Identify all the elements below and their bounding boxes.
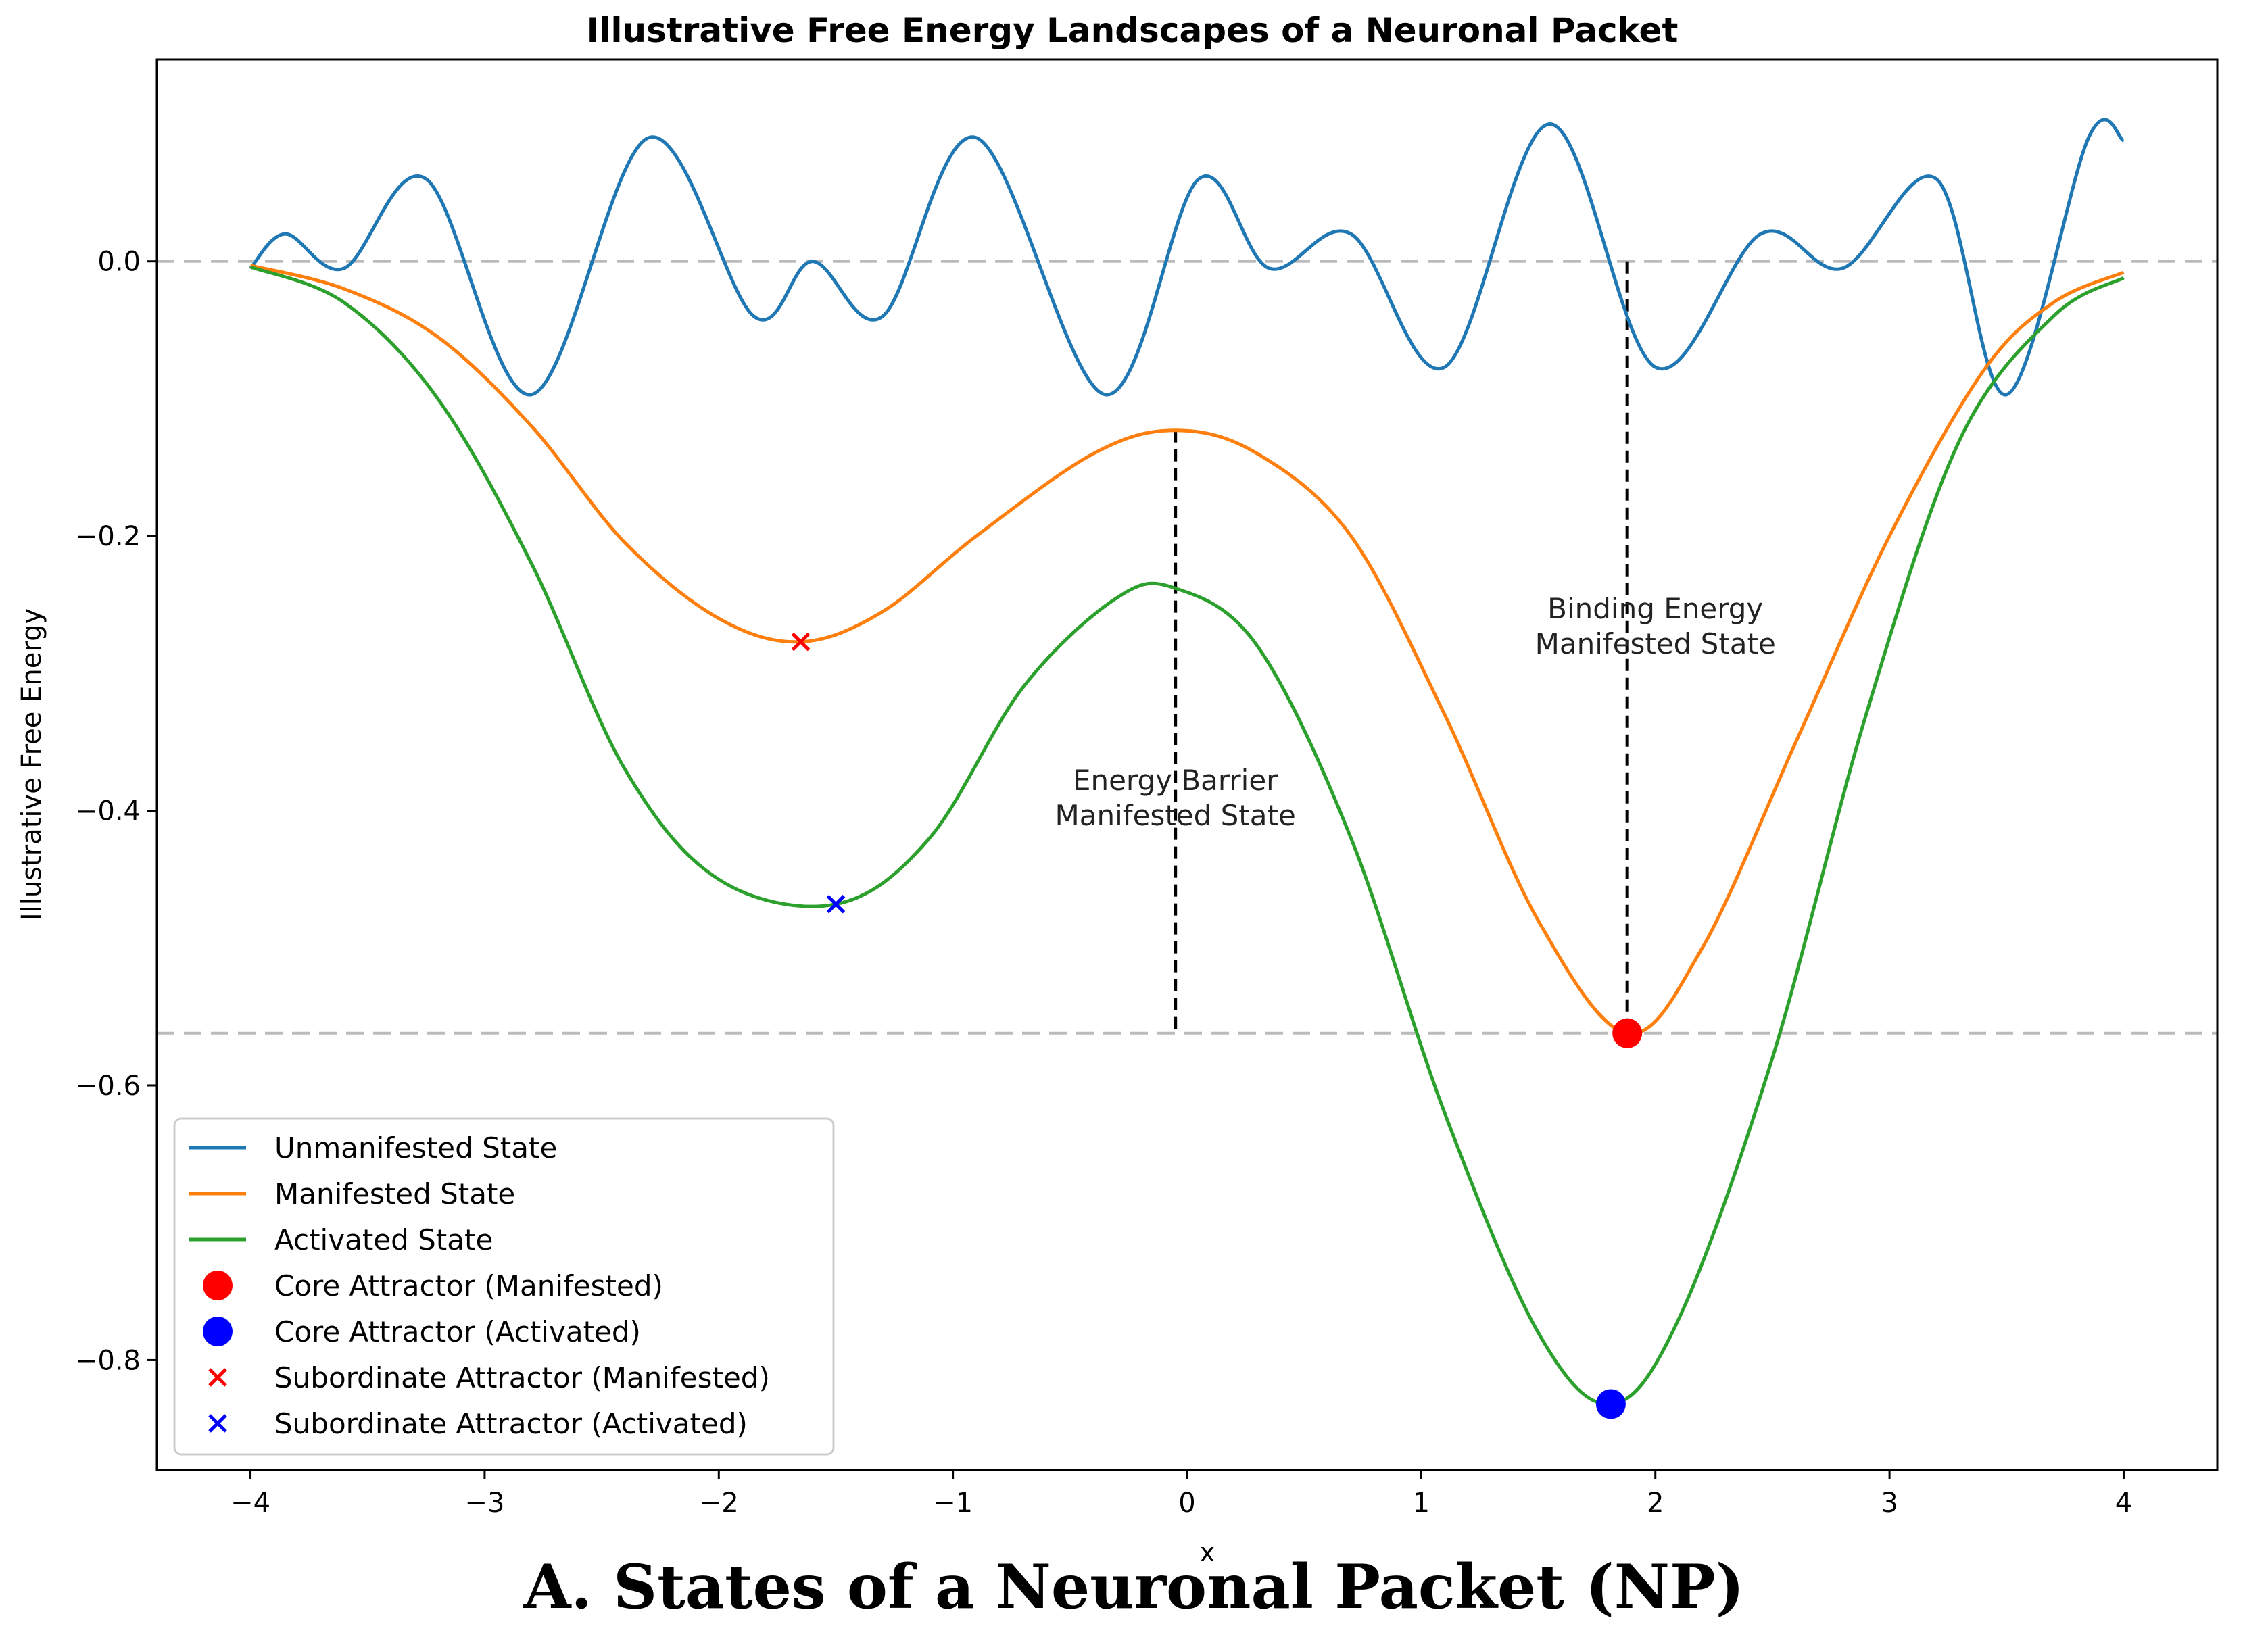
y-tick-label: −0.6 (75, 1071, 141, 1102)
binding-energy-label: Binding Energy (1547, 592, 1763, 625)
x-tick-label: −4 (231, 1488, 270, 1519)
x-tick-label: 0 (1178, 1488, 1195, 1519)
y-tick-label: −0.4 (75, 796, 141, 827)
subordinate-attractor-marker-2-stroke (791, 632, 811, 652)
legend-swatch (203, 1317, 233, 1346)
figure-caption: A. States of a Neuronal Packet (NP) (523, 1551, 1745, 1623)
legend: Unmanifested State Manifested State Activa… (173, 1117, 835, 1456)
legend-swatch (203, 1271, 233, 1300)
y-axis-label: Illustrative Free Energy (16, 608, 47, 921)
energy-barrier-label: Manifested State (1055, 799, 1296, 832)
legend-box (173, 1117, 835, 1456)
y-tick-label: −0.8 (75, 1345, 141, 1376)
x-tick-label: −2 (699, 1488, 739, 1519)
x-tick-label: 4 (2115, 1488, 2132, 1519)
y-axis: 0.0 −0.2 −0.4 −0.6 −0.8 (75, 247, 157, 1376)
core-attractor-marker-1 (1595, 1389, 1626, 1419)
subordinate-attractor-marker-3-stroke (826, 894, 846, 914)
x-axis: −4 −3 −2 −1 0 1 2 3 4 (231, 1470, 2132, 1519)
unmanifested-state-curve (249, 118, 2125, 397)
legend-swatch-stroke (208, 1368, 227, 1387)
subordinate-attractor-marker-2 (791, 632, 811, 652)
legend-label: Manifested State (274, 1177, 515, 1210)
legend-label: Subordinate Attractor (Activated) (274, 1407, 748, 1440)
x-tick-label: −1 (933, 1488, 973, 1519)
y-tick-label: 0.0 (97, 247, 141, 278)
manifested-state-curve (249, 264, 2125, 1035)
x-tick-label: −3 (464, 1488, 504, 1519)
x-tick-label: 1 (1413, 1488, 1430, 1519)
legend-label: Core Attractor (Manifested) (274, 1269, 663, 1302)
activated-state-curve (249, 265, 2125, 1406)
binding-energy-label: Manifested State (1535, 627, 1776, 660)
legend-swatch (208, 1414, 227, 1433)
y-tick-label: −0.2 (75, 521, 141, 552)
legend-swatch (208, 1368, 227, 1387)
legend-label: Subordinate Attractor (Manifested) (274, 1361, 770, 1394)
x-tick-label: 2 (1647, 1488, 1664, 1519)
legend-label: Activated State (274, 1223, 493, 1256)
legend-label: Unmanifested State (274, 1131, 557, 1164)
subordinate-attractor-marker-3 (826, 894, 846, 914)
core-attractor-marker-0 (1612, 1018, 1643, 1048)
energy-barrier-label: Energy Barrier (1073, 764, 1278, 797)
x-tick-label: 3 (1881, 1488, 1898, 1519)
plot-area (157, 118, 2217, 1419)
x-axis-label: x (1200, 1538, 1215, 1567)
legend-label: Core Attractor (Activated) (274, 1315, 641, 1348)
chart-title: Illustrative Free Energy Landscapes of a… (587, 11, 1679, 50)
legend-swatch-stroke (208, 1414, 227, 1433)
